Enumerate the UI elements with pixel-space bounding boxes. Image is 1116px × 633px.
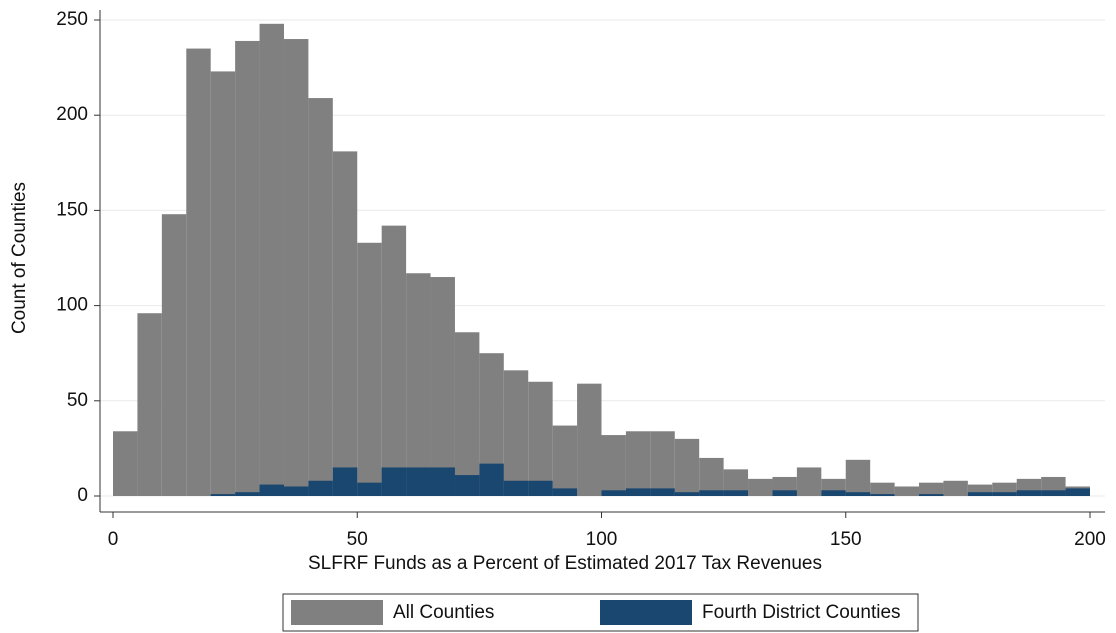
- legend-label: Fourth District Counties: [702, 602, 901, 623]
- bar: [503, 480, 529, 496]
- bar: [870, 494, 895, 496]
- bar: [650, 488, 675, 496]
- bar: [332, 467, 358, 496]
- bar: [1041, 490, 1066, 496]
- bar: [381, 225, 407, 496]
- bar: [919, 494, 944, 496]
- bar: [601, 490, 626, 496]
- bar: [161, 214, 187, 496]
- bar: [381, 467, 407, 496]
- bar: [748, 478, 773, 496]
- bar: [406, 467, 431, 496]
- y-tick-label: 150: [56, 199, 88, 220]
- bar: [577, 383, 602, 496]
- bar: [186, 48, 211, 497]
- y-tick-label: 0: [77, 485, 88, 506]
- x-tick-label: 100: [586, 529, 618, 550]
- bar: [332, 151, 358, 496]
- y-tick-label: 250: [56, 9, 88, 30]
- bar: [601, 435, 626, 496]
- bar: [503, 370, 529, 496]
- bar: [528, 480, 553, 496]
- bar: [772, 490, 797, 496]
- bar: [235, 40, 260, 496]
- bar: [357, 242, 382, 496]
- bar: [479, 463, 504, 496]
- bar: [894, 486, 920, 496]
- x-tick-label: 200: [1074, 529, 1106, 550]
- bar: [283, 39, 309, 496]
- bar: [699, 457, 724, 496]
- bar: [625, 488, 651, 496]
- x-tick-label: 50: [347, 529, 368, 550]
- y-tick-label: 100: [56, 295, 88, 316]
- x-axis-title: SLFRF Funds as a Percent of Estimated 20…: [308, 553, 822, 574]
- bar: [870, 482, 895, 496]
- bar: [308, 98, 333, 497]
- legend-swatch: [600, 600, 692, 625]
- bar: [552, 425, 578, 496]
- bar: [992, 492, 1017, 496]
- bar: [137, 313, 162, 496]
- bar: [430, 277, 455, 496]
- bar: [528, 381, 553, 496]
- bar: [210, 494, 236, 496]
- y-tick-label: 50: [67, 390, 88, 411]
- bar: [625, 431, 651, 496]
- bar: [699, 490, 724, 496]
- bar: [821, 490, 846, 496]
- bar: [259, 23, 284, 496]
- y-tick-label: 200: [56, 104, 88, 125]
- bar: [552, 488, 578, 496]
- bar: [845, 492, 871, 496]
- legend-swatch: [291, 600, 383, 625]
- bar: [674, 438, 700, 496]
- bar: [113, 431, 138, 496]
- bar: [967, 492, 993, 496]
- bar: [943, 480, 968, 496]
- legend-label: All Counties: [393, 602, 494, 623]
- bar: [430, 467, 455, 496]
- bar: [1016, 490, 1042, 496]
- bar: [357, 482, 382, 496]
- bar: [1065, 488, 1090, 496]
- x-tick-label: 0: [108, 529, 119, 550]
- bar: [967, 484, 993, 496]
- bar: [210, 71, 236, 497]
- bar: [283, 486, 309, 496]
- bar: [674, 492, 700, 496]
- bar: [919, 482, 944, 496]
- bar: [308, 480, 333, 496]
- legend-box: [282, 593, 919, 632]
- bar: [650, 431, 675, 496]
- bar: [454, 475, 480, 496]
- y-axis-title: Count of Counties: [9, 182, 30, 334]
- x-tick-label: 150: [830, 529, 862, 550]
- bar: [259, 484, 284, 496]
- bar: [406, 273, 431, 496]
- bar: [235, 492, 260, 496]
- bar: [454, 332, 480, 496]
- bar: [845, 459, 871, 496]
- bar: [723, 490, 749, 496]
- bar: [796, 467, 822, 496]
